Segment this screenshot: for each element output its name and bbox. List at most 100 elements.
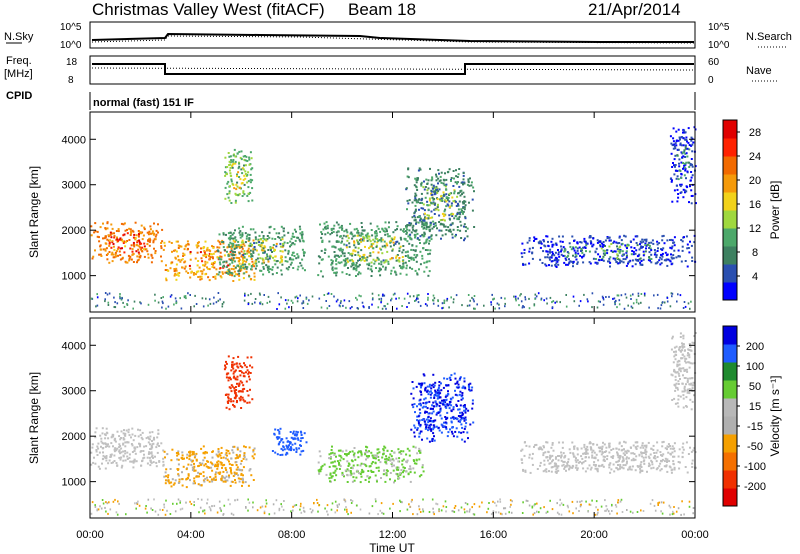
power-echo-cell <box>252 250 255 253</box>
power-echo-cell <box>320 249 323 252</box>
power-echo-cell <box>149 225 152 228</box>
velocity-echo-cell <box>437 396 440 399</box>
power-echo-cell <box>248 275 251 278</box>
power-noise-cell <box>219 298 221 301</box>
power-echo-cell <box>261 241 264 244</box>
power-noise-cell <box>591 306 593 309</box>
power-echo-cell <box>421 202 424 204</box>
power-echo-cell <box>358 263 361 266</box>
power-echo-cell <box>293 243 296 246</box>
velocity-echo-cell <box>206 479 209 482</box>
velocity-echo-cell <box>365 465 368 468</box>
velocity-echo-cell <box>544 451 547 454</box>
velocity-echo-cell <box>225 376 228 379</box>
velocity-echo-cell <box>451 432 454 435</box>
power-echo-cell <box>665 258 668 261</box>
velocity-echo-cell <box>197 465 200 468</box>
power-noise-cell <box>446 297 449 300</box>
power-echo-cell <box>190 270 193 273</box>
power-echo-cell <box>248 156 251 159</box>
velocity-echo-cell <box>611 457 614 459</box>
power-echo-cell <box>236 175 238 178</box>
power-echo-cell <box>235 239 238 242</box>
power-echo-cell <box>395 241 398 243</box>
power-echo-cell <box>589 236 592 239</box>
power-echo-cell <box>290 237 293 240</box>
power-echo-cell <box>264 256 267 259</box>
velocity-echo-cell <box>141 431 144 434</box>
power-echo-cell <box>406 240 409 243</box>
power-noise-cell <box>483 304 485 307</box>
velocity-echo-cell <box>396 466 399 469</box>
power-noise-cell <box>170 294 173 297</box>
velocity-echo-cell <box>233 473 236 476</box>
power-echo-cell <box>102 248 105 251</box>
power-echo-cell <box>283 234 286 237</box>
power-noise-cell <box>494 307 496 310</box>
velocity-echo-cell <box>181 451 184 454</box>
velocity-echo-cell <box>671 451 674 454</box>
velocity-echo-cell <box>645 450 648 453</box>
power-echo-cell <box>428 252 431 255</box>
velocity-echo-cell <box>418 403 421 406</box>
power-echo-cell <box>402 229 405 232</box>
power-echo-cell <box>343 264 346 267</box>
velocity-echo-cell <box>234 392 237 394</box>
power-echo-cell <box>228 263 231 266</box>
power-echo-cell <box>228 164 231 166</box>
power-noise-cell <box>640 301 642 304</box>
power-echo-cell <box>212 257 214 260</box>
power-echo-cell <box>461 209 463 212</box>
velocity-echo-cell <box>216 465 219 468</box>
velocity-echo-cell <box>101 462 103 465</box>
power-echo-cell <box>528 237 531 240</box>
velocity-echo-cell <box>654 457 657 460</box>
power-echo-cell <box>407 202 410 205</box>
velocity-echo-cell <box>236 468 239 471</box>
velocity-echo-cell <box>421 382 424 385</box>
power-echo-cell <box>555 259 558 262</box>
power-echo-cell <box>639 261 642 264</box>
power-echo-cell <box>233 148 236 151</box>
velocity-echo-cell <box>644 450 647 452</box>
power-echo-cell <box>354 246 357 249</box>
power-echo-cell <box>414 216 417 219</box>
power-echo-cell <box>543 244 546 247</box>
velocity-echo-cell <box>539 464 542 467</box>
power-echo-cell <box>333 224 336 227</box>
power-echo-cell <box>454 235 457 238</box>
power-echo-cell <box>387 263 390 265</box>
power-echo-cell <box>444 225 447 228</box>
power-echo-cell <box>242 155 245 158</box>
power-noise-cell <box>358 294 360 297</box>
power-echo-cell <box>689 163 692 165</box>
velocity-echo-cell <box>165 475 168 478</box>
velocity-echo-cell <box>447 384 450 387</box>
power-echo-cell <box>424 196 427 199</box>
velocity-echo-cell <box>236 378 239 381</box>
power-echo-cell <box>343 230 346 233</box>
power-noise-cell <box>244 292 246 295</box>
velocity-echo-cell <box>589 468 592 471</box>
power-echo-cell <box>413 214 416 217</box>
power-echo-cell <box>612 241 615 244</box>
velocity-echo-cell <box>616 452 619 455</box>
power-echo-cell <box>294 239 297 242</box>
power-echo-cell <box>117 230 120 233</box>
power-echo-cell <box>246 252 249 255</box>
power-echo-cell <box>355 275 357 277</box>
power-echo-cell <box>401 267 404 270</box>
power-echo-cell <box>437 209 440 212</box>
power-echo-cell <box>233 270 236 273</box>
velocity-echo-cell <box>246 401 249 404</box>
velocity-echo-cell <box>226 479 229 482</box>
velocity-echo-cell <box>163 475 166 478</box>
power-echo-cell <box>334 267 337 270</box>
velocity-echo-cell <box>429 426 432 428</box>
velocity-echo-cell <box>232 451 235 454</box>
velocity-echo-cell <box>685 357 688 360</box>
power-echo-cell <box>372 251 375 254</box>
power-echo-cell <box>687 141 690 144</box>
power-echo-cell <box>351 264 354 267</box>
power-echo-region <box>216 225 306 278</box>
